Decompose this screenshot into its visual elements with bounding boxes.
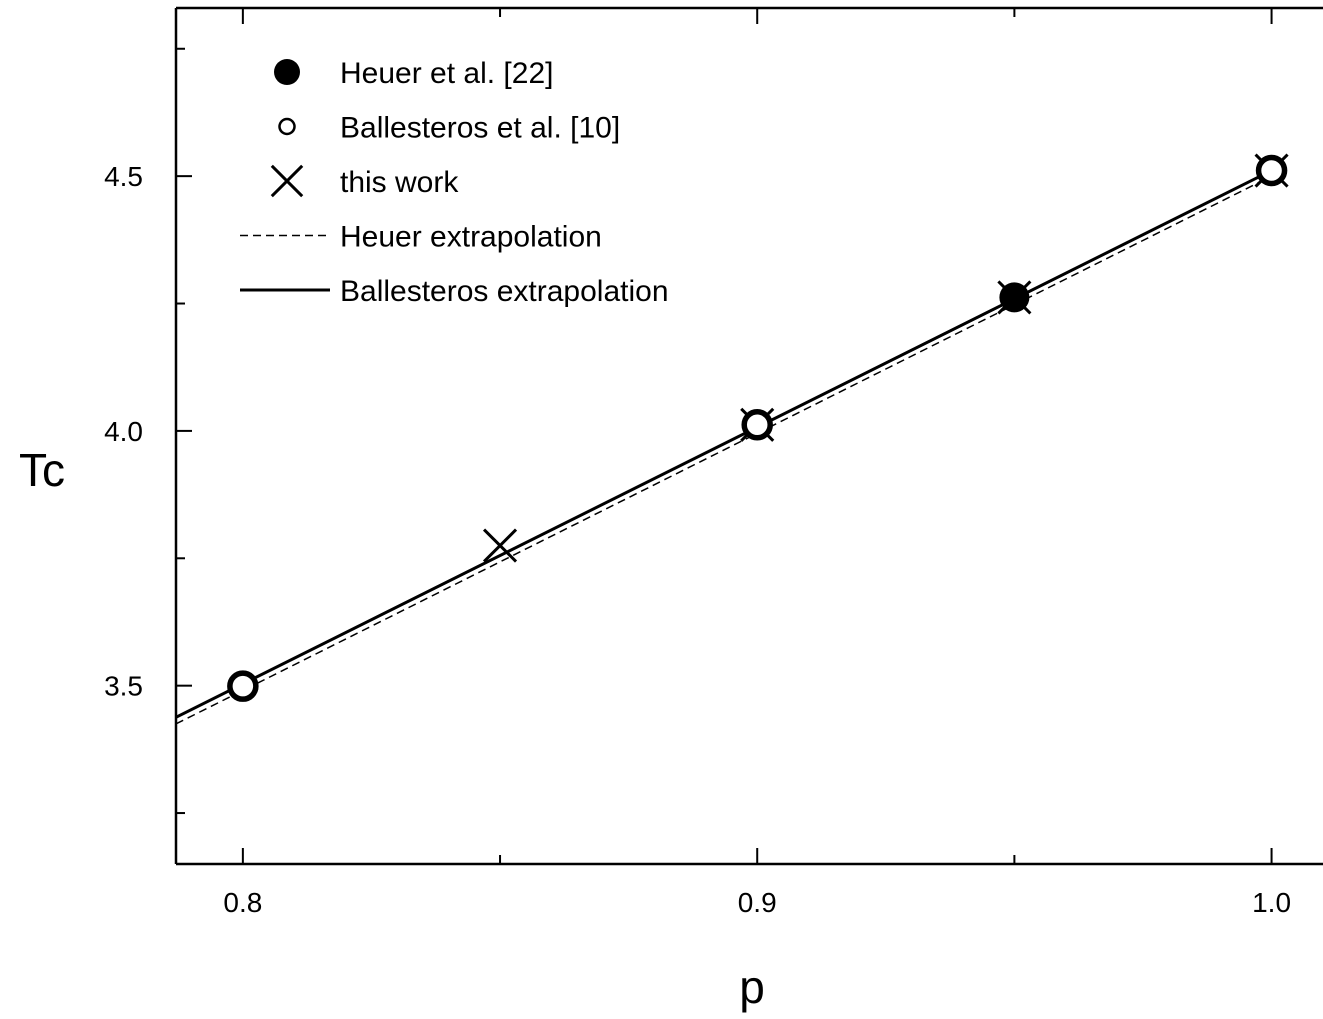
legend-label: Heuer extrapolation <box>340 221 602 254</box>
data-point-x-stroke <box>482 528 518 563</box>
legend-label: Ballesteros extrapolation <box>340 275 669 308</box>
x-axis-title: p <box>739 961 765 1013</box>
legend-label: Heuer et al. [22] <box>340 57 553 90</box>
legend: Heuer et al. [22] Ballesteros et al. [10]… <box>240 57 669 308</box>
legend-label: this work <box>340 166 459 199</box>
x-tick-label: 0.9 <box>738 887 777 918</box>
legend-symbol-x <box>270 164 304 198</box>
data-point-filled-circle <box>999 282 1030 313</box>
y-tick-label: 3.5 <box>104 671 143 702</box>
data-point-open-circle <box>1255 154 1288 187</box>
legend-label: Ballesteros et al. [10] <box>340 112 620 145</box>
legend-symbol-x-stroke <box>270 164 304 198</box>
data-point-open-circle <box>741 409 773 441</box>
y-tick-label: 4.0 <box>104 416 143 447</box>
lines-layer <box>176 169 1273 725</box>
y-tick-label: 4.5 <box>104 161 143 192</box>
axes-layer: 0.8 0.9 1.0 3.5 4.0 4.5 <box>104 6 1323 918</box>
x-tick-label: 1.0 <box>1252 887 1291 918</box>
markers-layer <box>227 153 1289 702</box>
x-tick-label: 0.8 <box>223 887 262 918</box>
data-point-x <box>482 528 518 563</box>
y-axis-title: Tc <box>19 444 65 496</box>
data-point-open-circle <box>227 670 259 702</box>
legend-symbol-open-circle <box>278 117 296 136</box>
legend-symbol-filled-circle <box>274 59 300 85</box>
series-line-3 <box>176 175 1272 725</box>
series-line-4 <box>176 169 1273 719</box>
